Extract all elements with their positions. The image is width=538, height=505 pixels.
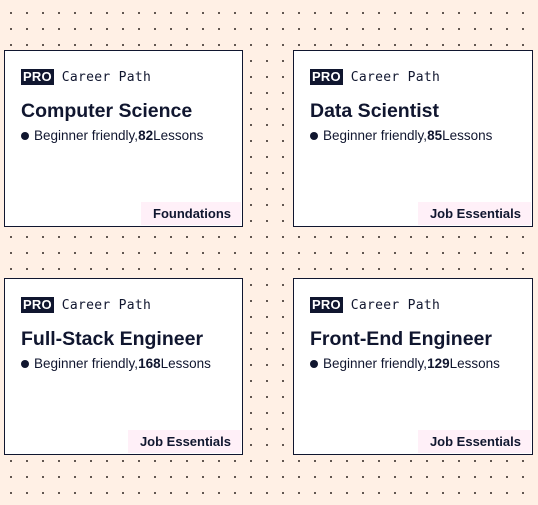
pro-badge: PRO xyxy=(21,297,54,313)
path-type-label: Career Path xyxy=(61,297,152,313)
card-title: Data Scientist xyxy=(310,100,439,122)
career-path-card[interactable]: PRO Career Path Data Scientist Beginner … xyxy=(293,50,533,227)
card-meta: PRO Career Path xyxy=(310,69,516,85)
lessons-label: Lessons xyxy=(160,356,211,371)
bullet-dot-icon xyxy=(310,360,318,368)
difficulty-label: Beginner friendly, xyxy=(323,128,428,143)
lessons-count: 85 xyxy=(427,128,443,143)
category-tag: Job Essentials xyxy=(127,430,241,453)
path-type-label: Career Path xyxy=(350,297,441,313)
bullet-dot-icon xyxy=(21,360,29,368)
card-title: Front-End Engineer xyxy=(310,328,492,350)
lessons-count: 82 xyxy=(138,128,154,143)
category-tag: Foundations xyxy=(141,202,241,225)
card-title: Computer Science xyxy=(21,100,193,122)
path-type-label: Career Path xyxy=(350,69,441,85)
pro-badge: PRO xyxy=(21,69,54,85)
lessons-label: Lessons xyxy=(442,128,493,143)
difficulty-label: Beginner friendly, xyxy=(34,128,139,143)
lessons-count: 168 xyxy=(138,356,161,371)
difficulty-label: Beginner friendly, xyxy=(323,356,428,371)
card-title: Full-Stack Engineer xyxy=(21,328,204,350)
category-tag: Job Essentials xyxy=(417,430,531,453)
career-path-card[interactable]: PRO Career Path Computer Science Beginne… xyxy=(4,50,243,227)
card-meta: PRO Career Path xyxy=(21,297,226,313)
lessons-label: Lessons xyxy=(449,356,500,371)
difficulty-label: Beginner friendly, xyxy=(34,356,139,371)
pro-badge: PRO xyxy=(310,297,343,313)
card-info: Beginner friendly, 85 Lessons xyxy=(310,127,516,145)
path-type-label: Career Path xyxy=(61,69,152,85)
lessons-label: Lessons xyxy=(153,128,204,143)
career-path-card[interactable]: PRO Career Path Full-Stack Engineer Begi… xyxy=(4,278,243,455)
bullet-dot-icon xyxy=(21,132,29,140)
card-info: Beginner friendly, 168 Lessons xyxy=(21,355,226,373)
card-info: Beginner friendly, 129 Lessons xyxy=(310,355,516,373)
lessons-count: 129 xyxy=(427,356,450,371)
bullet-dot-icon xyxy=(310,132,318,140)
category-tag: Job Essentials xyxy=(417,202,531,225)
career-path-card[interactable]: PRO Career Path Front-End Engineer Begin… xyxy=(293,278,533,455)
card-info: Beginner friendly, 82 Lessons xyxy=(21,127,226,145)
card-meta: PRO Career Path xyxy=(21,69,226,85)
card-meta: PRO Career Path xyxy=(310,297,516,313)
pro-badge: PRO xyxy=(310,69,343,85)
